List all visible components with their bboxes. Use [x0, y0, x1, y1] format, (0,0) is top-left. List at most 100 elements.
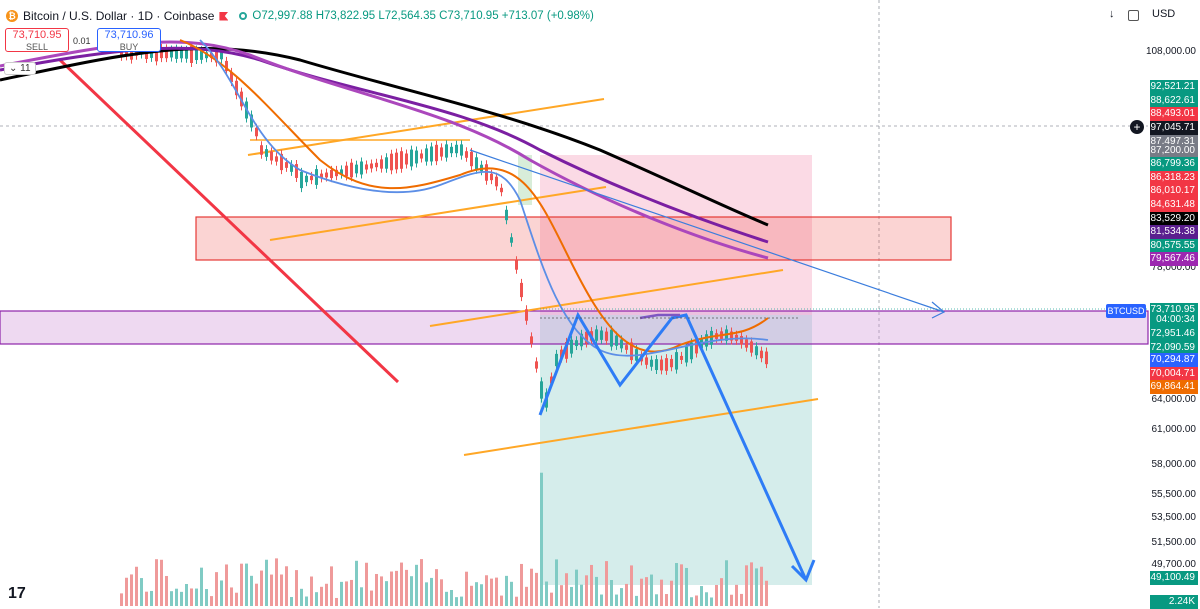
candle: [210, 52, 213, 59]
price-label: 84,631.48: [1150, 198, 1198, 212]
volume-bar: [690, 597, 693, 606]
volume-bar: [435, 569, 438, 606]
volume-bar: [645, 577, 648, 606]
candle: [165, 48, 168, 59]
volume-bar: [570, 586, 573, 606]
indicators-collapse-button[interactable]: ⌄ 11: [4, 62, 36, 75]
volume-bar: [555, 559, 558, 606]
candle: [555, 353, 558, 367]
candle: [390, 153, 393, 171]
candle: [710, 330, 713, 345]
candle: [650, 359, 653, 367]
volume-bar: [395, 570, 398, 606]
spread-value: 0.01: [73, 36, 91, 46]
flag-icon[interactable]: [219, 11, 229, 21]
price-label: 70,004.71: [1150, 367, 1198, 381]
volume-bar: [275, 558, 278, 606]
volume-bar: [270, 574, 273, 606]
compare-icon[interactable]: [1128, 10, 1139, 21]
candle: [575, 340, 578, 347]
volume-bar: [365, 562, 368, 606]
volume-bar: [600, 594, 603, 606]
volume-bar: [245, 563, 248, 606]
price-label: 49,100.49: [1150, 571, 1198, 585]
arrow-down-icon[interactable]: ↓: [1109, 8, 1115, 20]
candle: [360, 161, 363, 175]
volume-bar: [200, 567, 203, 606]
candle: [185, 49, 188, 59]
price-tick: 64,000.00: [1151, 394, 1197, 405]
volume-bar: [545, 581, 548, 606]
candle: [420, 153, 423, 159]
buy-button[interactable]: 73,710.96 BUY: [97, 28, 161, 52]
volume-bar: [635, 595, 638, 606]
add-alert-icon[interactable]: +: [1130, 120, 1144, 134]
volume-bar: [465, 571, 468, 606]
volume-bar: [530, 568, 533, 606]
volume-bar: [430, 577, 433, 606]
candle: [335, 169, 338, 177]
volume-bar: [485, 575, 488, 606]
volume-bar: [335, 597, 338, 606]
volume-bar: [140, 578, 143, 606]
candle: [225, 60, 228, 72]
price-label: 69,864.41: [1150, 380, 1198, 394]
price-label: 83,529.20: [1150, 212, 1198, 226]
volume-bar: [315, 592, 318, 606]
volume-bar: [370, 590, 373, 606]
candle: [180, 49, 183, 59]
price-axis[interactable]: 108,000.00 78,000.00 64,000.00 61,000.00 58,…: [1146, 0, 1200, 609]
volume-bar: [120, 593, 123, 606]
volume-bar: [405, 569, 408, 606]
volume-bar: [675, 563, 678, 606]
candle: [520, 282, 523, 298]
buy-price: 73,710.96: [104, 29, 154, 41]
candle: [495, 176, 498, 187]
candle: [320, 173, 323, 179]
volume-bar: [550, 592, 553, 606]
candle: [605, 331, 608, 341]
candle: [285, 162, 288, 168]
candle: [365, 164, 368, 170]
symbol-info[interactable]: ₿ Bitcoin / U.S. Dollar · 1D · Coinbase …: [6, 9, 594, 23]
candle: [655, 359, 658, 371]
volume-bar: [505, 575, 508, 606]
candle: [550, 376, 553, 384]
volume-bar: [755, 568, 758, 606]
volume-bar: [205, 589, 208, 606]
tradingview-logo[interactable]: 17: [8, 585, 26, 602]
volume-bar: [475, 582, 478, 606]
volume-bar: [340, 581, 343, 606]
candle: [265, 149, 268, 157]
candle: [535, 361, 538, 369]
candle: [400, 151, 403, 169]
candle: [615, 335, 618, 346]
volume-bar: [680, 564, 683, 606]
market-status-icon: [239, 12, 248, 20]
candle: [325, 172, 328, 178]
candle: [260, 145, 263, 155]
volume-bar: [145, 591, 148, 606]
volume-bar: [515, 596, 518, 606]
volume-bar: [630, 565, 633, 606]
symbol-title[interactable]: Bitcoin / U.S. Dollar · 1D · Coinbase: [23, 9, 215, 23]
candle: [675, 352, 678, 370]
volume-bar: [560, 585, 563, 606]
volume-bar: [535, 572, 538, 606]
volume-bar: [320, 586, 323, 606]
currency-select[interactable]: USD: [1152, 8, 1176, 20]
candle: [280, 153, 283, 171]
volume-bar: [350, 579, 353, 606]
volume-bar: [290, 597, 293, 606]
ohlc-values: O72,997.88 H73,822.95 L72,564.35 C73,710…: [252, 10, 594, 22]
volume-bar: [450, 589, 453, 606]
volume-bar: [305, 596, 308, 606]
sell-button[interactable]: 73,710.95 SELL: [5, 28, 69, 52]
volume-bar: [605, 561, 608, 606]
volume-bar: [230, 587, 233, 606]
candle: [170, 49, 173, 58]
price-label: 04:00:34: [1150, 313, 1198, 327]
candle: [190, 46, 193, 63]
candle: [450, 146, 453, 154]
